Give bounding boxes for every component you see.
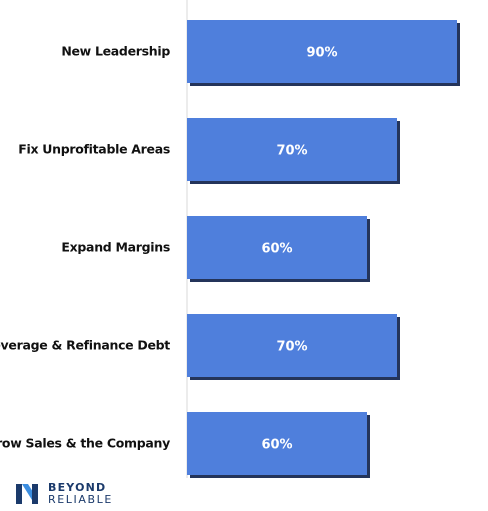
category-label: Expand Margins	[61, 240, 170, 255]
bar	[187, 412, 367, 475]
bar	[187, 216, 367, 279]
bar-chart: 90% New Leadership 70% Fix Unprofitable Are…	[0, 0, 460, 478]
bar	[187, 314, 397, 377]
category-label: New Leadership	[61, 44, 170, 59]
data-label: 90%	[306, 46, 337, 61]
category-label: Grow Sales & the Company	[0, 436, 170, 451]
beyond-reliable-logo: BEYOND RELIABLE	[14, 480, 144, 508]
data-label: 70%	[276, 340, 307, 355]
category-label: Fix Unprofitable Areas	[18, 142, 170, 157]
bars-layer: 90% New Leadership 70% Fix Unprofitable Are…	[0, 20, 460, 478]
logo-text-reliable: RELIABLE	[48, 493, 113, 506]
data-label: 70%	[276, 144, 307, 159]
data-label: 60%	[261, 242, 292, 257]
logo-text-beyond: BEYOND	[48, 481, 107, 494]
bar	[187, 118, 397, 181]
logo-mark-icon	[16, 484, 38, 504]
data-label: 60%	[261, 438, 292, 453]
category-label: Deleverage & Refinance Debt	[0, 338, 170, 353]
bar	[187, 20, 457, 83]
